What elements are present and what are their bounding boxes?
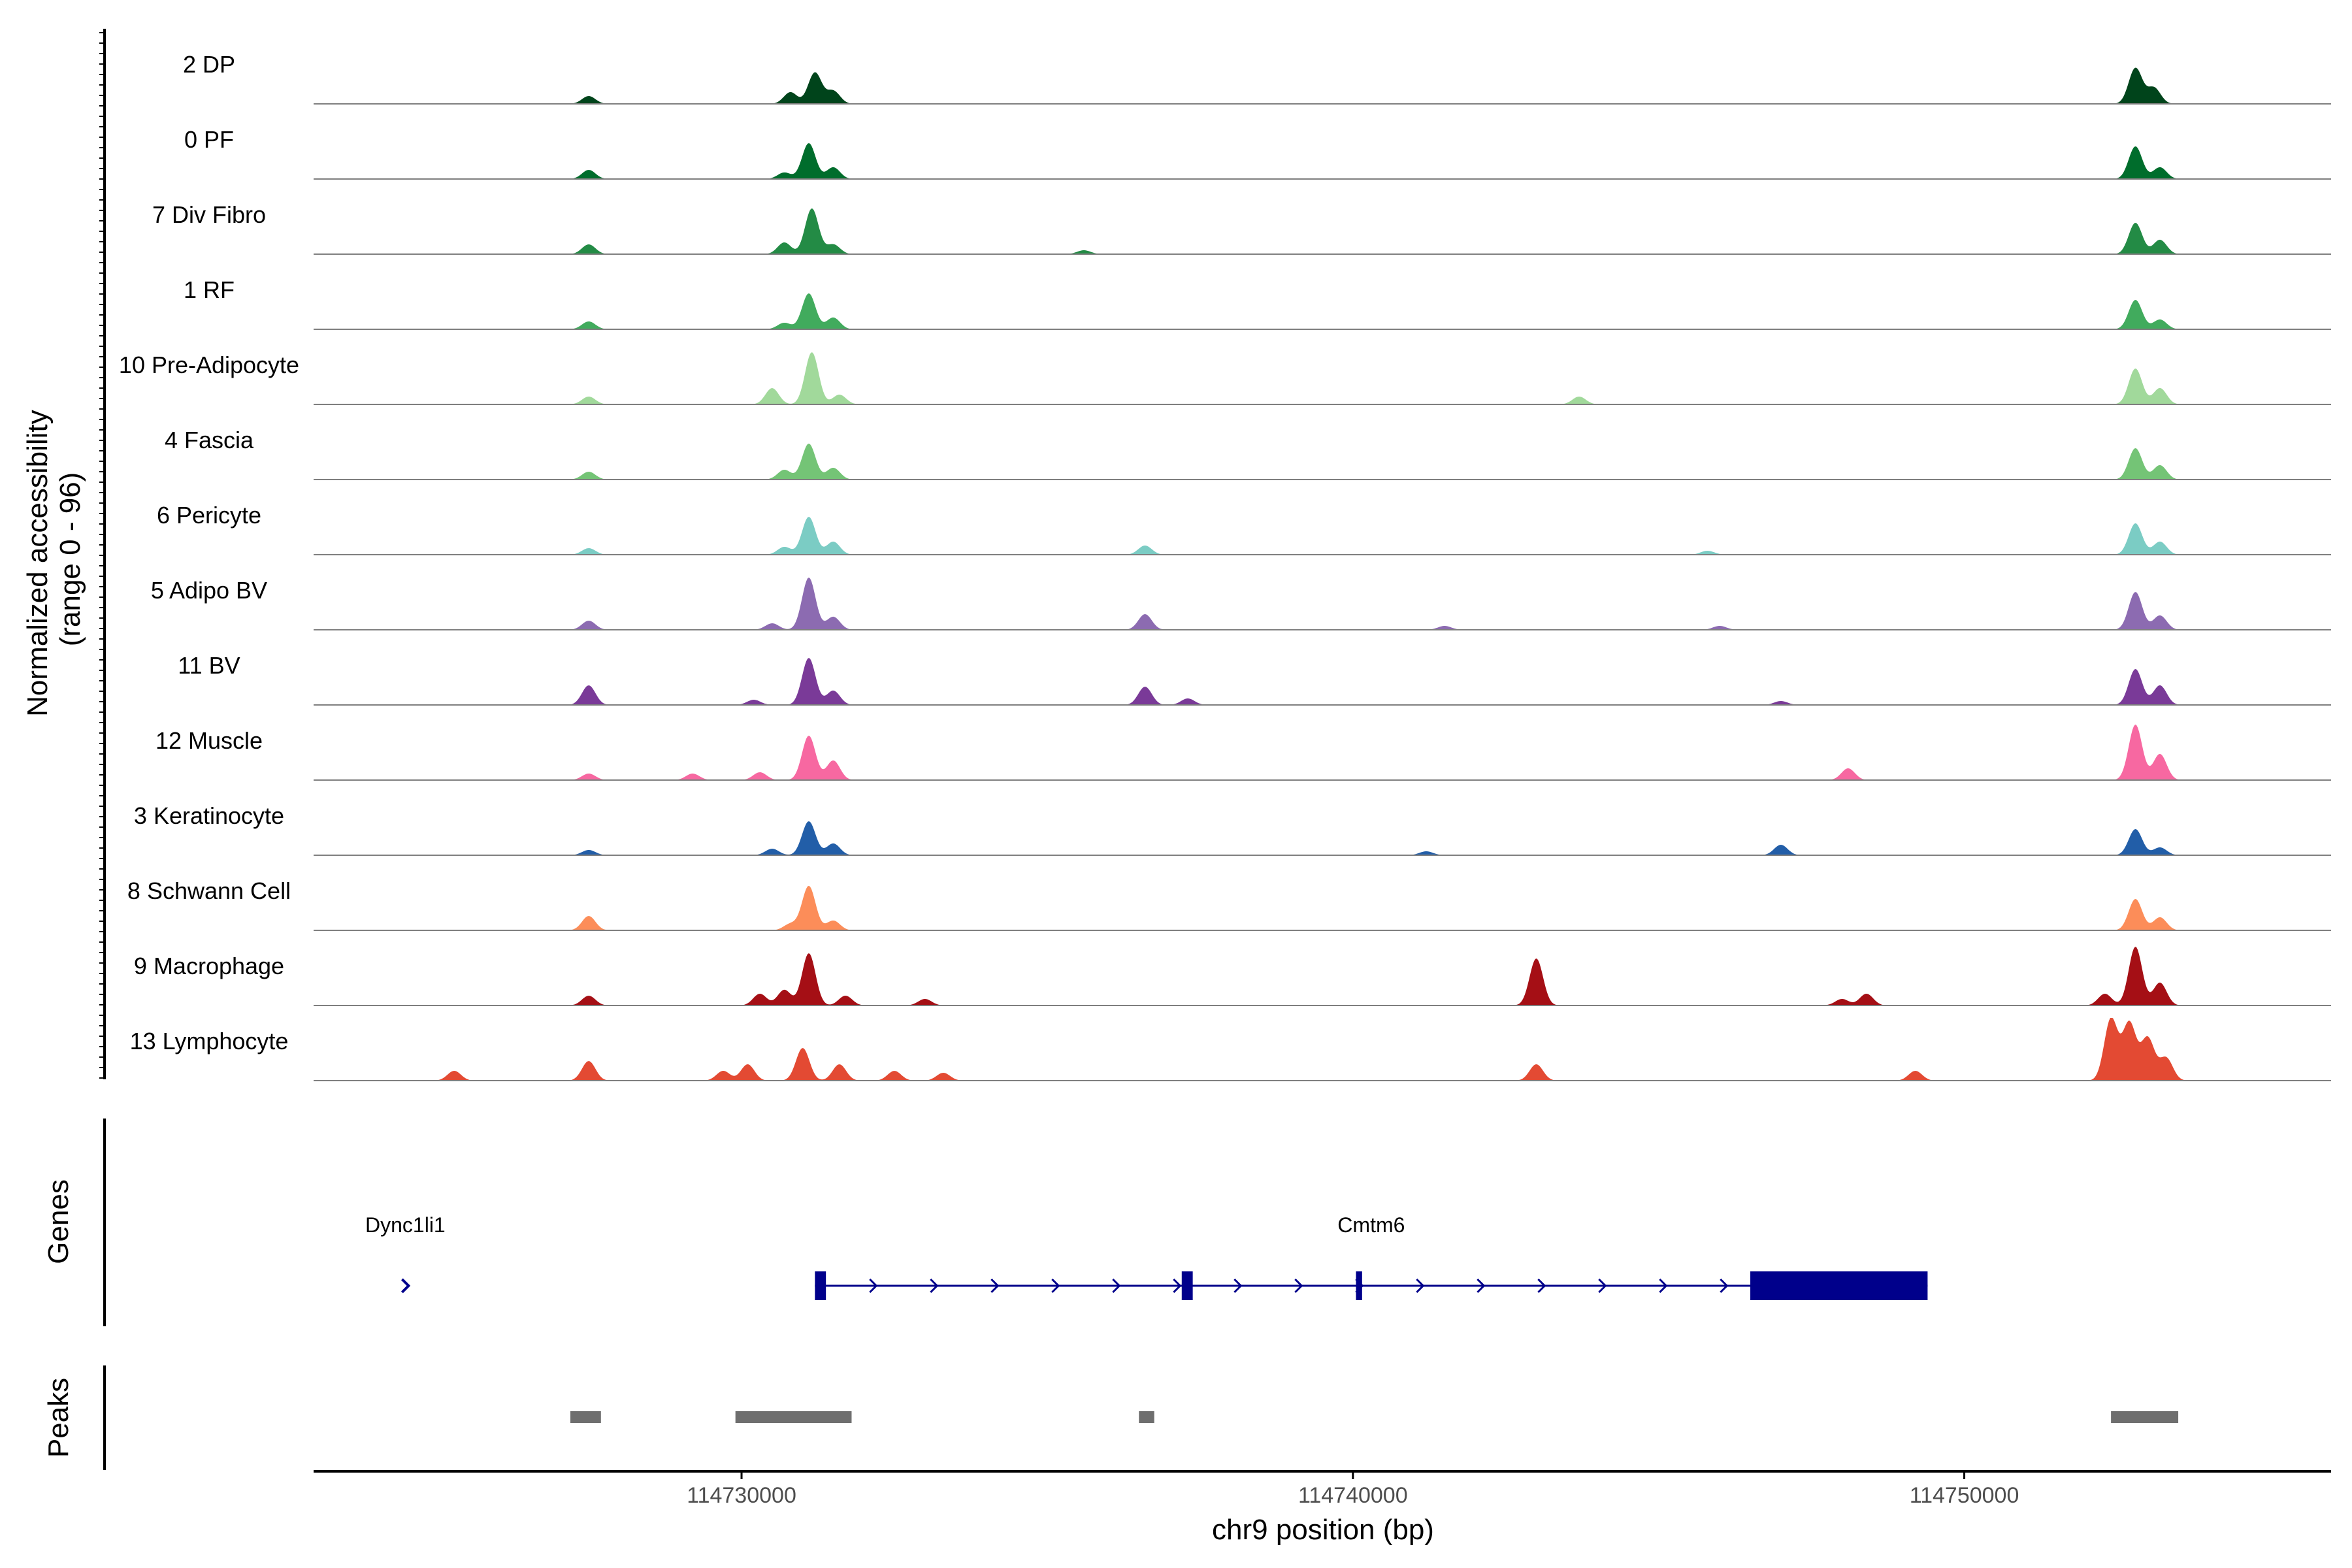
strand-arrow xyxy=(1537,1278,1546,1294)
track-6: 6 Pericyte xyxy=(157,502,2331,555)
y-axis-title-line1: Normalized accessibility xyxy=(22,410,54,716)
strand-arrow xyxy=(1294,1278,1303,1294)
track-1: 0 PF xyxy=(184,126,2331,180)
gene-label: Dync1li1 xyxy=(365,1213,446,1237)
track-signal-area xyxy=(314,352,2331,404)
track-0: 2 DP xyxy=(183,51,2331,105)
gene-exon xyxy=(815,1271,826,1300)
strand-arrow xyxy=(1477,1278,1486,1294)
track-signal-area xyxy=(314,821,2331,855)
x-tick-label: 114740000 xyxy=(1298,1483,1408,1508)
track-label: 8 Schwann Cell xyxy=(127,877,291,904)
peaks-panel-label: Peaks xyxy=(42,1378,74,1458)
track-13: 13 Lymphocyte xyxy=(130,1018,2331,1081)
track-label: 2 DP xyxy=(183,51,235,78)
gene-annotation-track: Dync1li1 Cmtm6 xyxy=(365,1213,1928,1300)
track-label: 3 Keratinocyte xyxy=(134,802,284,829)
track-label: 4 Fascia xyxy=(165,427,254,453)
track-signal-area xyxy=(314,725,2331,780)
track-9: 12 Muscle xyxy=(155,725,2331,781)
track-3: 1 RF xyxy=(184,276,2331,330)
x-tick-label: 114730000 xyxy=(687,1483,796,1508)
track-label: 12 Muscle xyxy=(155,727,263,754)
strand-arrow xyxy=(1051,1278,1060,1294)
strand-arrow xyxy=(930,1278,939,1294)
track-label: 11 BV xyxy=(178,652,240,679)
track-signal-area xyxy=(314,947,2331,1005)
track-signal-area xyxy=(314,1018,2331,1081)
track-label: 13 Lymphocyte xyxy=(130,1028,289,1054)
gene-exon xyxy=(1356,1271,1362,1300)
track-signal-area xyxy=(314,208,2331,254)
track-label: 0 PF xyxy=(184,126,234,153)
track-5: 4 Fascia xyxy=(165,427,2331,480)
strand-arrow xyxy=(400,1278,411,1294)
strand-arrow xyxy=(1659,1278,1668,1294)
track-signal-area xyxy=(314,885,2331,930)
track-2: 7 Div Fibro xyxy=(152,201,2331,255)
gene-dync1li1: Dync1li1 xyxy=(365,1213,446,1294)
strand-arrow xyxy=(1173,1278,1182,1294)
gene-label: Cmtm6 xyxy=(1337,1213,1405,1237)
track-8: 11 BV xyxy=(178,652,2331,706)
peak-regions-track xyxy=(570,1411,2179,1423)
peak-region xyxy=(570,1411,601,1423)
track-7: 5 Adipo BV xyxy=(151,577,2331,630)
track-10: 3 Keratinocyte xyxy=(134,802,2331,856)
strand-arrow xyxy=(869,1278,878,1294)
y-axis-title: Normalized accessibility (range 0 - 96) xyxy=(22,402,86,717)
track-label: 6 Pericyte xyxy=(157,502,261,529)
strand-arrow xyxy=(1233,1278,1243,1294)
peak-region xyxy=(735,1411,852,1423)
track-signal-area xyxy=(314,293,2331,329)
strand-arrow xyxy=(990,1278,1000,1294)
peak-region xyxy=(2111,1411,2179,1423)
track-label: 7 Div Fibro xyxy=(152,201,266,228)
track-label: 5 Adipo BV xyxy=(151,577,267,604)
track-label: 9 Macrophage xyxy=(134,953,284,979)
gene-cmtm6: Cmtm6 xyxy=(815,1213,1928,1300)
strand-arrow xyxy=(1112,1278,1121,1294)
track-signal-area xyxy=(314,517,2331,555)
y-axis-title-line2: (range 0 - 96) xyxy=(54,472,86,647)
track-12: 9 Macrophage xyxy=(134,947,2331,1006)
track-signal-area xyxy=(314,578,2331,630)
gene-exon xyxy=(1750,1271,1928,1300)
track-label: 1 RF xyxy=(184,276,235,303)
gene-exon xyxy=(1181,1271,1193,1300)
track-signal-area xyxy=(314,658,2331,705)
x-axis-title: chr9 position (bp) xyxy=(1212,1514,1434,1546)
track-signal-area xyxy=(314,143,2331,179)
strand-arrow xyxy=(1720,1278,1729,1294)
track-4: 10 Pre-Adipocyte xyxy=(119,351,2331,405)
strand-arrow xyxy=(1598,1278,1607,1294)
strand-arrow xyxy=(1416,1278,1425,1294)
track-label: 10 Pre-Adipocyte xyxy=(119,351,299,378)
track-11: 8 Schwann Cell xyxy=(127,877,2331,931)
x-tick-label: 114750000 xyxy=(1910,1483,2019,1508)
track-signal-area xyxy=(314,67,2331,104)
genes-panel-label: Genes xyxy=(42,1179,74,1264)
track-signal-area xyxy=(314,444,2331,480)
accessibility-tracks: 2 DP 0 PF 7 Div Fibro 1 RF 10 Pre-Adipocyte 4… xyxy=(119,51,2331,1081)
peak-region xyxy=(1139,1411,1154,1423)
x-axis-ticks: 114730000 114740000 114750000 xyxy=(687,1471,2019,1508)
